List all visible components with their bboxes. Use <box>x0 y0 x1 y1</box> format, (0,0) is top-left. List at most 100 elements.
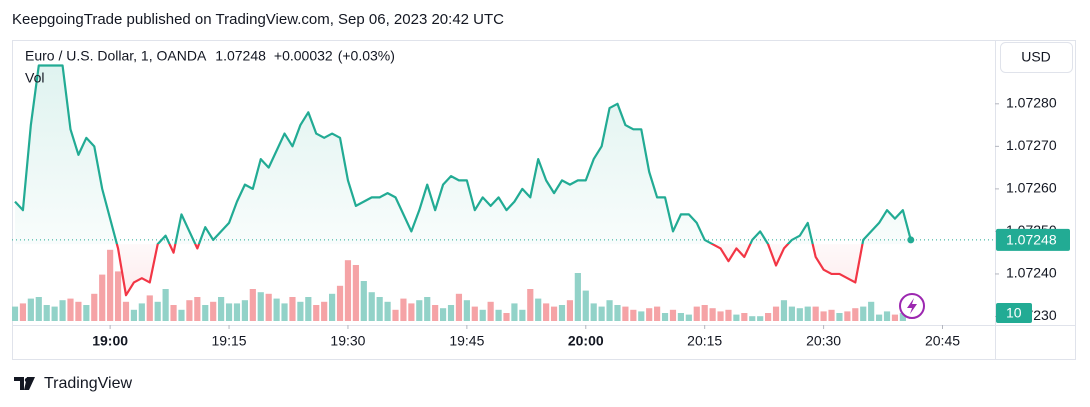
volume-bar <box>519 309 526 321</box>
currency-box[interactable] <box>1000 42 1073 73</box>
x-tick-label: 19:30 <box>330 333 365 349</box>
volume-bar <box>368 292 375 321</box>
volume-bar <box>527 289 534 321</box>
volume-bar <box>812 306 819 321</box>
symbol-title: Euro / U.S. Dollar, 1, OANDA <box>25 48 207 64</box>
volume-bar <box>281 303 288 321</box>
y-tick-label: 1.07280 <box>1006 95 1057 111</box>
volume-bar <box>329 293 336 321</box>
volume-bar <box>638 311 645 321</box>
volume-bar <box>265 293 272 321</box>
volume-bar <box>344 260 352 321</box>
volume-bar <box>130 309 138 321</box>
currency-button[interactable]: USD <box>1000 42 1073 73</box>
last-volume-box <box>996 303 1032 323</box>
volume-bar <box>709 308 716 321</box>
volume-bar <box>741 313 748 321</box>
x-tick-label: 20:00 <box>568 333 604 349</box>
volume-bar <box>289 297 296 321</box>
icon-bolt[interactable] <box>907 298 917 314</box>
brand-logo-dot <box>24 377 30 383</box>
volume-bar <box>471 306 478 321</box>
volume-bar <box>780 300 788 321</box>
volume-bar <box>836 313 843 321</box>
volume-bar <box>796 308 803 321</box>
volume-bar <box>99 274 106 321</box>
volume-bar <box>447 305 455 321</box>
volume-bar <box>210 301 217 321</box>
brand-logo <box>14 377 35 390</box>
currency[interactable]: USD <box>1021 49 1051 65</box>
volume-bar <box>883 311 891 321</box>
volume-bar <box>479 309 486 321</box>
volume-bar <box>669 309 677 321</box>
volume-bar <box>170 305 177 321</box>
volume-bar <box>566 300 574 321</box>
x-tick-label: 19:15 <box>212 333 247 349</box>
volume-bar <box>360 281 367 321</box>
volume-bar <box>558 305 566 321</box>
volume-bar <box>178 309 185 321</box>
x-tick-label: 19:00 <box>92 333 128 349</box>
volume-bar <box>614 305 621 321</box>
published-note: KeepgoingTrade published on TradingView.… <box>12 11 504 28</box>
last-price-box <box>996 228 1070 251</box>
volume-bar <box>194 297 201 321</box>
volume-bar <box>305 297 312 321</box>
volume-bar <box>511 303 518 321</box>
volume-bar <box>495 309 502 321</box>
volume-bar <box>225 303 233 321</box>
x-tick-label: 19:45 <box>449 333 484 349</box>
volume-bar <box>27 298 34 321</box>
volume-bar <box>804 306 811 321</box>
volume-label: Vol <box>25 70 44 86</box>
volume-bar <box>122 301 130 321</box>
volume-bar <box>241 300 248 321</box>
volume-bar <box>273 298 280 321</box>
volume-bar <box>51 306 58 321</box>
volume-bar <box>336 285 344 321</box>
volume-bar <box>91 293 98 321</box>
volume-bar <box>35 297 42 321</box>
volume-bar <box>725 309 732 321</box>
volume-bar <box>408 303 415 321</box>
x-tick-label: 20:45 <box>925 333 960 349</box>
volume-bar <box>107 249 114 321</box>
volume-bar <box>535 298 542 321</box>
volume-bar <box>891 314 899 321</box>
volume-bar <box>606 300 613 321</box>
volume-bar <box>875 314 883 321</box>
volume-bar <box>820 311 827 321</box>
volume-bar <box>249 289 256 321</box>
price-change-pct: (+0.03%) <box>338 48 395 64</box>
last-price-label: 1.07248 <box>1006 232 1057 248</box>
volume-bar <box>550 306 558 321</box>
volume-bar <box>574 273 581 321</box>
volume-bar <box>439 308 447 321</box>
volume-bar <box>868 301 875 321</box>
volume-bar <box>899 313 906 321</box>
volume-bar <box>83 305 90 321</box>
volume-bar <box>19 303 27 321</box>
volume-bar <box>693 306 700 321</box>
y-tick-label: 1.07270 <box>1006 137 1057 153</box>
volume-bar <box>138 303 145 321</box>
axes: 1.072301.072401.072501.072601.072701.072… <box>92 95 1070 349</box>
brand-name: TradingView <box>44 375 132 392</box>
volume-bar <box>59 300 66 321</box>
volume-bar <box>654 306 661 321</box>
volume-bar <box>202 305 209 321</box>
y-tick-label: 1.07260 <box>1006 180 1057 196</box>
brand: TradingView <box>14 375 132 392</box>
volume-bar <box>598 306 605 321</box>
last-price: 1.07248 <box>215 48 266 64</box>
volume-bar <box>392 309 399 321</box>
volume-bar <box>75 301 82 321</box>
volume-bar <box>416 300 423 321</box>
volume-bar <box>503 313 510 321</box>
x-tick-label: 20:15 <box>687 333 722 349</box>
volume-bar <box>12 306 19 321</box>
volume-bar <box>432 305 439 321</box>
lightning-icon[interactable] <box>899 293 925 319</box>
